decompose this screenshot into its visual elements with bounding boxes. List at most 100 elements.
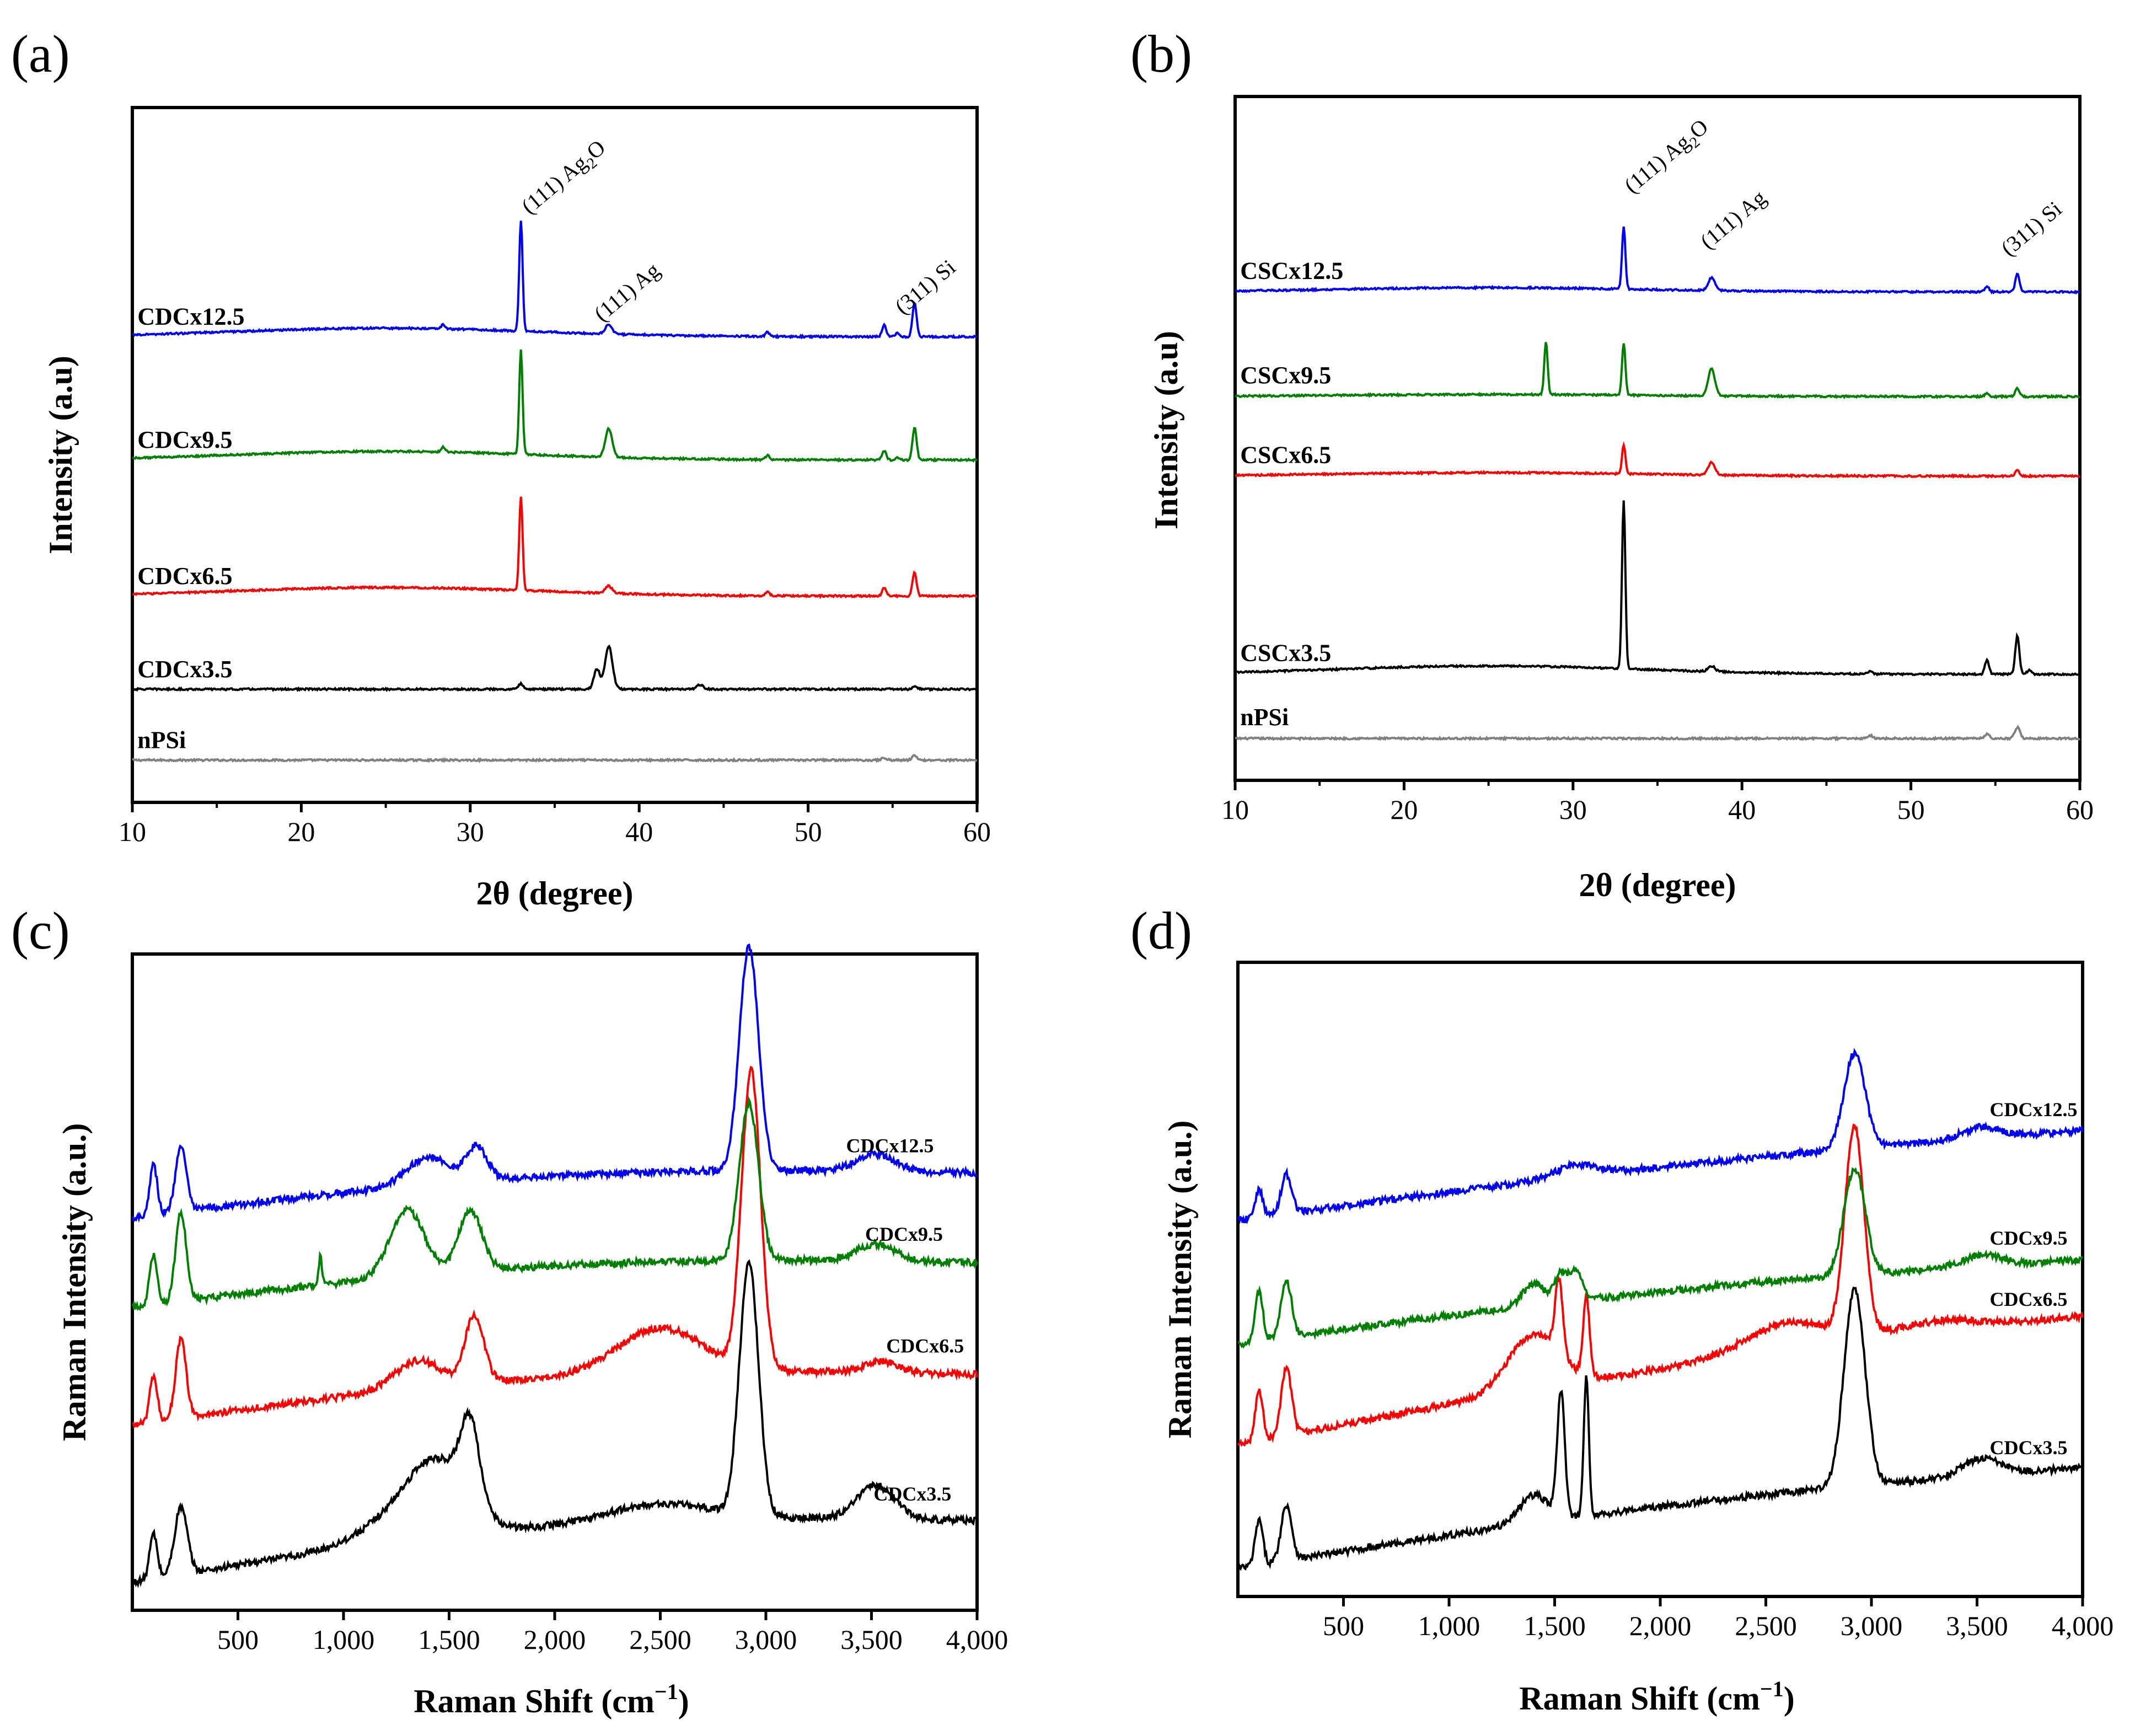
panel-a-series-label-cdcx9-5: CDCx9.5: [137, 426, 232, 453]
panel-c-x-tick-label: 3,000: [735, 1624, 797, 1655]
panel-a-peak-annotations: (111) Ag2O(111) Ag (311) Si: [517, 135, 961, 326]
panel-a-x-ticks: 10 20 30 40 50 60: [119, 802, 991, 847]
panel-a-line-cdcx12-5: [132, 221, 978, 340]
panel-a-x-tick-label: 40: [625, 816, 653, 847]
panel-a-series-label-cdcx12-5: CDCx12.5: [137, 303, 244, 330]
panel-d-label: (d): [1130, 901, 1192, 960]
panel-d-y-axis-title: Raman Intensity (a.u.): [1162, 1121, 1198, 1439]
panel-a-line-npsi: [131, 754, 978, 764]
panel-d-line-cdcx9-5: [1237, 1167, 2084, 1349]
panel-c-x-tick-label: 3,500: [840, 1624, 903, 1655]
panel-a-y-axis-title: Intensity (a.u): [42, 356, 79, 554]
panel-d-series-label-cdcx9-5: CDCx9.5: [1989, 1227, 2067, 1249]
panel-c-series-labels: CDCx3.5 CDCx6.5 CDCx9.5 CDCx12.5: [846, 1134, 964, 1505]
panel-a-x-tick-label: 30: [457, 816, 484, 847]
panel-a-line-cdcx6-5: [132, 496, 977, 599]
panel-b-label: (b): [1130, 24, 1192, 83]
panel-c-x-tick-label: 1,500: [418, 1624, 480, 1655]
panel-b-x-ticks: 10 20 30 40 50 60: [1221, 780, 2094, 825]
panel-a-line-cdcx9-5: [132, 349, 978, 463]
panel-b-series-label-cscx12-5: CSCx12.5: [1240, 257, 1343, 284]
panel-a-x-tick-label: 10: [119, 816, 146, 847]
panel-b-peak-annotations: (111) Ag2O(111) Ag (311) Si: [1619, 114, 2067, 261]
panel-b-line-cscx12-5: [1235, 226, 2080, 295]
panel-b-series-label-cscx6-5: CSCx6.5: [1240, 441, 1331, 468]
panel-d-line-cdcx12-5: [1237, 1048, 2084, 1225]
panel-d-series: [1237, 1048, 2084, 1573]
panel-b-x-tick-label: 20: [1390, 794, 1418, 825]
annotation-main: (111) Ag: [589, 258, 664, 326]
panel-d-x-tick-label: 3,500: [1946, 1610, 2008, 1641]
panel-a-series-label-cdcx3-5: CDCx3.5: [137, 656, 232, 683]
panel-b-x-tick-label: 50: [1897, 794, 1925, 825]
panel-c-series: [131, 943, 978, 1589]
panel-b-x-tick-label: 40: [1728, 794, 1756, 825]
panel-c-label: (c): [11, 901, 70, 960]
panel-c-x-axis-title-sup: −1: [655, 1679, 678, 1704]
panel-a-annotation-111-ag: (111) Ag: [589, 258, 664, 326]
panel-c-plot-frame: [131, 952, 979, 1612]
panel-d-x-axis-title: Raman Shift (cm−1): [1519, 1676, 1794, 1717]
panel-d-x-axis-title-sup: −1: [1760, 1676, 1784, 1701]
panel-b-series: [1234, 226, 2081, 742]
panel-a-series-label-npsi: nPSi: [137, 726, 186, 753]
annotation-main: (111) Ag: [1696, 185, 1771, 254]
panel-c-x-axis-title-tail: ): [678, 1683, 689, 1719]
panel-a-label: (a): [11, 24, 70, 83]
panel-c-line-cdcx6-5: [132, 1065, 978, 1429]
panel-b-xrd-csc: (b) nPSi CSCx3.5 CSCx6.5 CSCx9.5 CSCx12.5 (1…: [1130, 24, 2094, 903]
panel-c-x-tick-label: 1,000: [313, 1624, 375, 1655]
panel-d-x-ticks: 500 1,000 1,500 2,000 2,500 3,000 3,500 4,000: [1323, 1596, 2113, 1641]
panel-c-x-axis-title-main: Raman Shift (cm: [414, 1683, 655, 1719]
panel-d-x-axis-title-main: Raman Shift (cm: [1519, 1680, 1760, 1717]
annotation-main: (311) Si: [1996, 196, 2066, 261]
panel-c-line-cdcx3-5: [131, 1259, 978, 1589]
panel-a-x-tick-label: 20: [287, 816, 315, 847]
panel-a-annotation-311-si: (311) Si: [890, 255, 960, 319]
annotation-main: (311) Si: [890, 255, 960, 319]
panel-d-x-tick-label: 2,500: [1735, 1610, 1797, 1641]
panel-d-series-label-cdcx3-5: CDCx3.5: [1989, 1437, 2067, 1459]
panel-c-x-tick-label: 2,500: [629, 1624, 691, 1655]
panel-d-x-tick-label: 2,000: [1629, 1610, 1692, 1641]
panel-d-x-tick-label: 3,000: [1841, 1610, 1903, 1641]
panel-d-raman-cdc: (d) CDCx3.5 CDCx6.5 CDCx9.5 CDCx12.5 500 1,0…: [1130, 901, 2113, 1717]
panel-b-x-tick-label: 10: [1221, 794, 1249, 825]
panel-c-series-label-cdcx6-5: CDCx6.5: [886, 1335, 964, 1357]
panel-b-x-axis-title: 2θ (degree): [1579, 867, 1736, 903]
panel-c-line-cdcx12-5: [131, 943, 978, 1223]
panel-a-line-cdcx3-5: [131, 644, 978, 693]
panel-c-x-tick-label: 2,000: [524, 1624, 586, 1655]
panel-b-series-label-cscx9-5: CSCx9.5: [1240, 362, 1331, 389]
panel-d-plot-frame: [1236, 961, 2084, 1598]
panel-c-raman-cdc: (c) CDCx3.5 CDCx6.5 CDCx9.5 CDCx12.5 500 1,0…: [11, 901, 1008, 1719]
panel-c-series-label-cdcx3-5: CDCx3.5: [873, 1483, 951, 1505]
panel-b-annotation-111-ag2o: (111) Ag2O: [1619, 114, 1715, 201]
panel-b-line-cscx3-5: [1234, 500, 2081, 677]
panel-d-x-tick-label: 1,500: [1524, 1610, 1586, 1641]
panel-d-x-axis-title-tail: ): [1784, 1680, 1795, 1717]
panel-b-series-label-npsi: nPSi: [1240, 704, 1289, 731]
panel-b-series-labels: nPSi CSCx3.5 CSCx6.5 CSCx9.5 CSCx12.5: [1240, 257, 1343, 731]
panel-b-line-cscx6-5: [1234, 441, 2080, 479]
panel-a-xrd-cdc: (a) nPSi CDCx3.5 CDCx6.5 CDCx9.5 CDCx12.5 (1…: [11, 24, 991, 912]
panel-d-x-tick-label: 500: [1323, 1610, 1364, 1641]
panel-c-x-tick-label: 500: [217, 1624, 259, 1655]
panel-c-x-axis-title: Raman Shift (cm−1): [414, 1679, 689, 1719]
panel-b-line-npsi: [1235, 725, 2081, 742]
panel-b-annotation-311-si: (311) Si: [1996, 196, 2066, 261]
panel-c-series-label-cdcx12-5: CDCx12.5: [846, 1134, 934, 1156]
panel-b-annotation-111-ag: (111) Ag: [1696, 185, 1771, 254]
panel-b-x-tick-label: 30: [1559, 794, 1587, 825]
panel-b-plot-frame: [1233, 95, 2082, 782]
panel-d-series-labels: CDCx3.5 CDCx6.5 CDCx9.5 CDCx12.5: [1989, 1099, 2077, 1459]
panel-a-x-axis-title: 2θ (degree): [476, 875, 633, 912]
panel-c-x-ticks: 500 1,000 1,500 2,000 2,500 3,000 3,500 4,000: [217, 1610, 1008, 1655]
annotation-main: (111) Ag: [517, 150, 592, 219]
panel-d-x-tick-label: 1,000: [1418, 1610, 1480, 1641]
panel-a-series-labels: nPSi CDCx3.5 CDCx6.5 CDCx9.5 CDCx12.5: [137, 303, 244, 754]
panel-c-series-label-cdcx9-5: CDCx9.5: [865, 1223, 943, 1245]
panel-d-line-cdcx6-5: [1237, 1123, 2084, 1447]
panel-d-series-label-cdcx12-5: CDCx12.5: [1989, 1099, 2077, 1121]
